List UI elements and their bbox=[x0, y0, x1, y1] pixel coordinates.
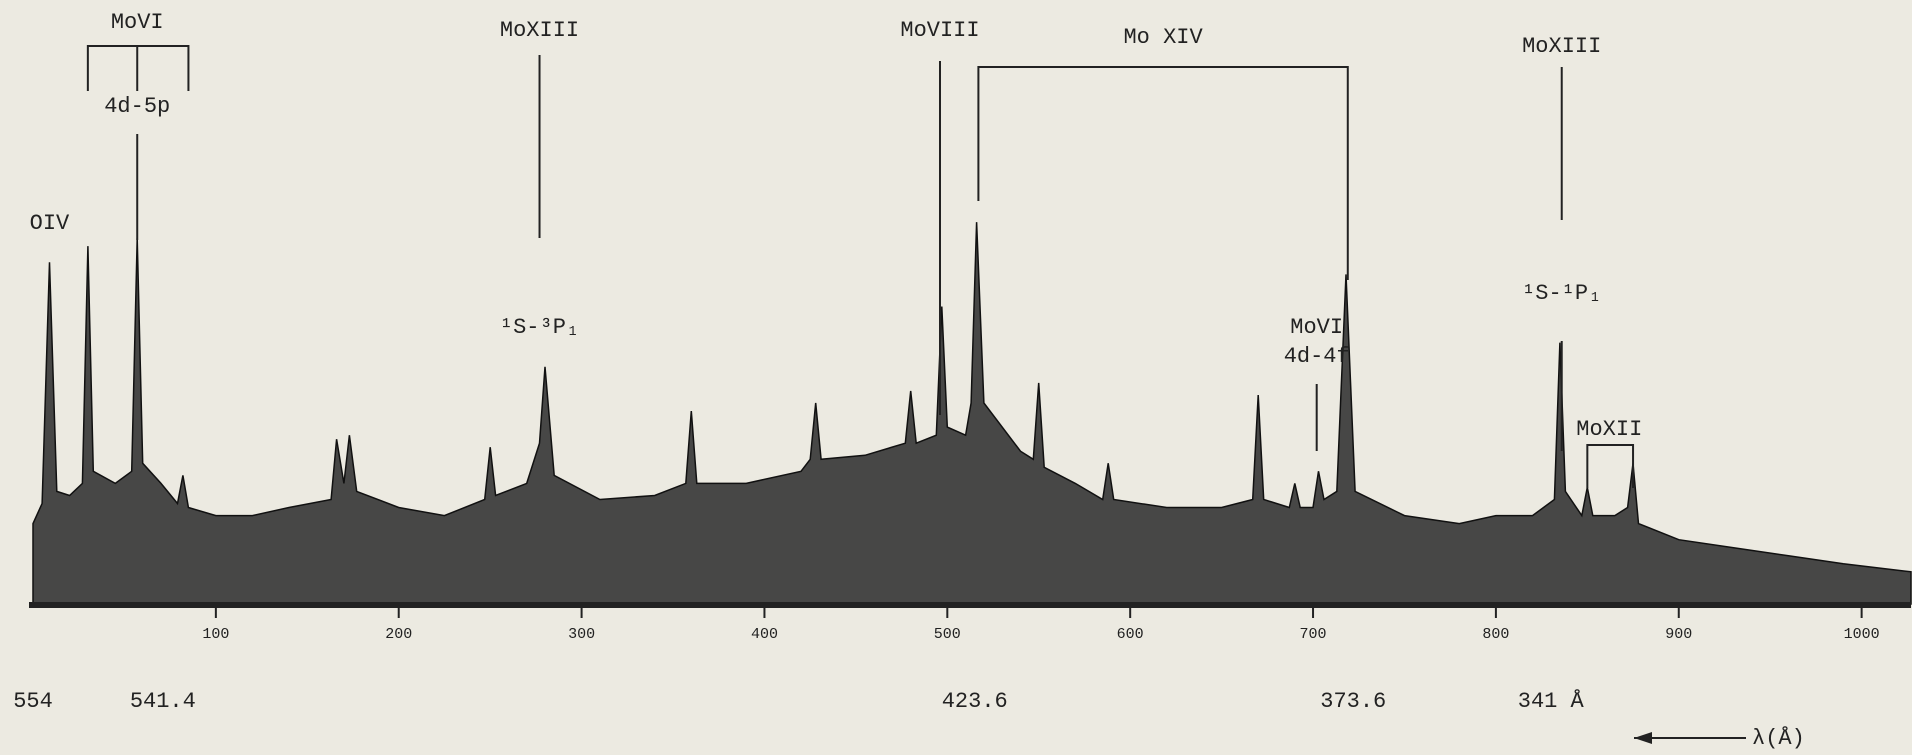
line-label: ¹S-¹P₁ bbox=[1522, 281, 1601, 306]
line-label: 4d-5p bbox=[104, 94, 170, 119]
x-axis-label: λ(Å) bbox=[1752, 725, 1805, 751]
line-label: MoXIII bbox=[1522, 34, 1601, 59]
bracket bbox=[1586, 444, 1635, 488]
wavelength-label: 423.6 bbox=[942, 689, 1008, 714]
line-label: ¹S-³P₁ bbox=[500, 315, 579, 340]
x-tick-label: 300 bbox=[568, 626, 595, 643]
arrow-head bbox=[1634, 732, 1652, 744]
line-label: MoXII bbox=[1576, 417, 1642, 442]
bracket bbox=[977, 66, 1349, 280]
x-tick-label: 200 bbox=[385, 626, 412, 643]
wavelength-label: 341 Å bbox=[1518, 688, 1585, 714]
wavelength-label: 541.4 bbox=[130, 689, 196, 714]
x-tick-label: 800 bbox=[1482, 626, 1509, 643]
line-label: MoVI bbox=[111, 10, 164, 35]
x-tick-label: 900 bbox=[1665, 626, 1692, 643]
spectrum bbox=[32, 222, 1912, 605]
line-label: MoVI bbox=[1290, 315, 1343, 340]
x-tick-label: 1000 bbox=[1844, 626, 1880, 643]
x-tick-label: 100 bbox=[202, 626, 229, 643]
line-label: 4d-4f bbox=[1284, 344, 1350, 369]
x-tick-label: 600 bbox=[1117, 626, 1144, 643]
line-label: MoXIII bbox=[500, 18, 579, 43]
x-tick-label: 500 bbox=[934, 626, 961, 643]
line-label: OIV bbox=[30, 211, 70, 236]
x-tick-label: 400 bbox=[751, 626, 778, 643]
line-label: Mo XIV bbox=[1123, 25, 1203, 50]
wavelength-label: 373.6 bbox=[1320, 689, 1386, 714]
bracket bbox=[86, 45, 190, 91]
x-axis bbox=[29, 602, 1911, 608]
line-label: MoVIII bbox=[900, 18, 979, 43]
wavelength-label: 554 bbox=[13, 689, 53, 714]
x-tick-label: 700 bbox=[1300, 626, 1327, 643]
